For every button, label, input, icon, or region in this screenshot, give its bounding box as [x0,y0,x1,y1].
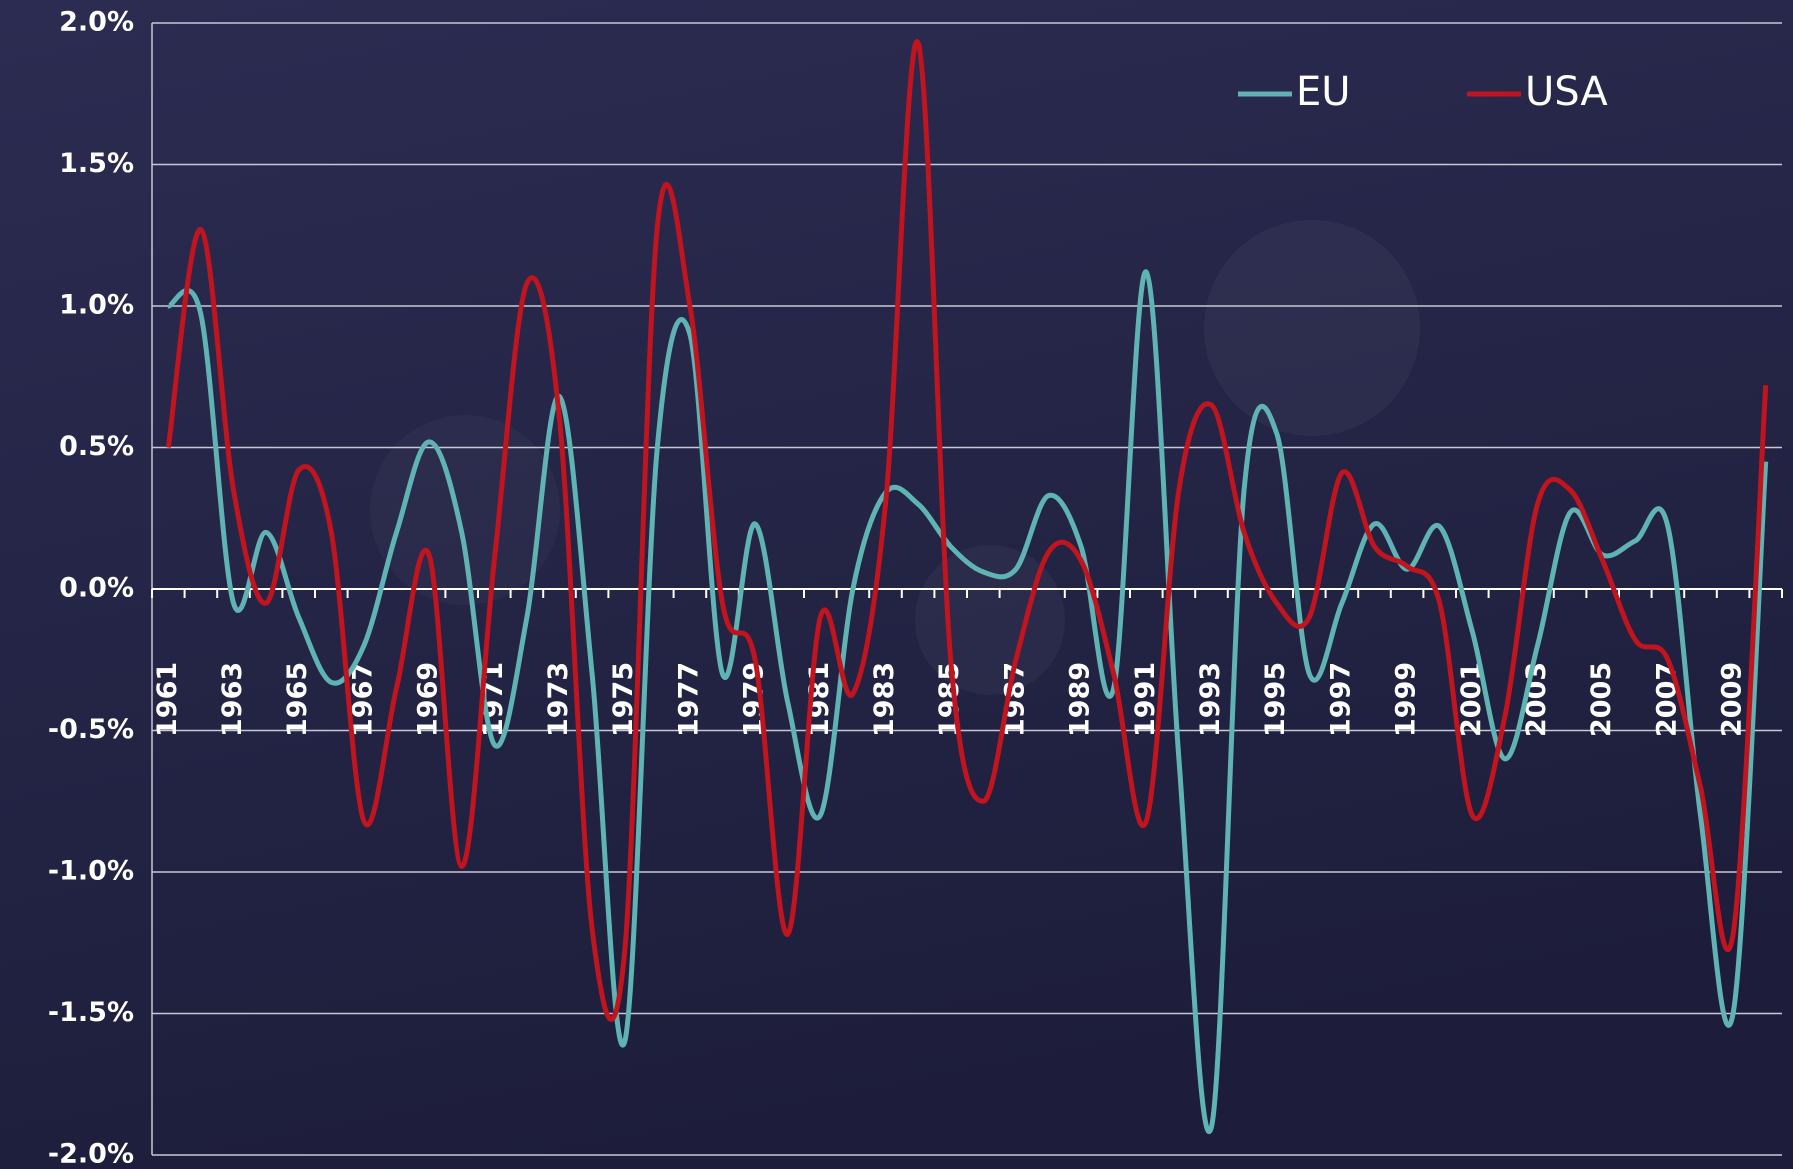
x-tick-label: 2005 [1586,662,1617,737]
x-tick-label: 1995 [1260,662,1291,737]
y-tick-label: 1.5% [59,148,134,179]
y-tick-label: -0.5% [48,714,134,745]
x-tick-label: 1989 [1065,662,1096,737]
legend-label: EU [1296,69,1351,115]
y-tick-label: 2.0% [59,7,134,38]
line-series [165,39,1769,1022]
x-tick-label: 1961 [152,662,183,737]
x-tick-label: 1983 [869,662,900,737]
y-tick-label: 1.0% [59,290,134,321]
x-tick-label: 1969 [413,662,444,737]
y-tick-label: -1.5% [48,997,134,1028]
x-tick-label: 1963 [217,662,248,737]
x-tick-label: 1991 [1130,662,1161,737]
line-series [167,269,1769,1134]
x-tick-label: 1973 [543,662,574,737]
decoration [1204,220,1420,436]
y-tick-label: -2.0% [48,1139,134,1169]
x-tick-label: 2009 [1717,662,1748,737]
y-tick-label: 0.0% [59,573,134,604]
y-tick-label: -1.0% [48,856,134,887]
x-tick-label: 1993 [1195,662,1226,737]
x-tick-label: 1965 [282,662,313,737]
legend-label: USA [1525,69,1608,115]
x-tick-label: 1999 [1391,662,1422,737]
x-tick-label: 1997 [1325,662,1356,737]
x-tick-label: 2007 [1651,662,1682,737]
x-tick-label: 1977 [673,662,704,737]
y-tick-label: 0.5% [59,431,134,462]
